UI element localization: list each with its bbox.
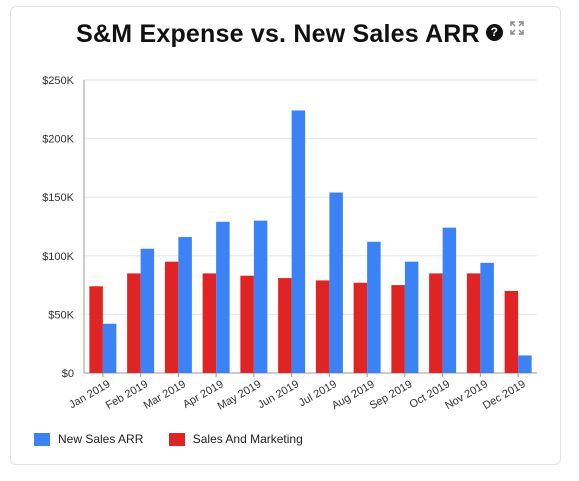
bar-sales-and-marketing [315, 280, 330, 373]
legend-swatch-new-sales-arr [34, 432, 50, 446]
bar-sales-and-marketing [429, 273, 443, 373]
bar-sales-and-marketing [127, 273, 141, 373]
x-tick-label: Mar 2019 [142, 378, 188, 412]
bar-new-sales-arr [216, 221, 230, 373]
help-circle-icon[interactable]: ? [485, 24, 503, 41]
expand-icon[interactable] [509, 20, 525, 36]
y-tick-label: $100K [42, 251, 74, 263]
x-tick-label: Jun 2019 [256, 378, 301, 411]
bar-new-sales-arr [367, 241, 381, 373]
bar-sales-and-marketing [89, 286, 103, 373]
legend-label-new-sales-arr: New Sales ARR [58, 431, 144, 446]
legend-item-sales-and-marketing[interactable]: Sales And Marketing [168, 431, 303, 446]
bar-new-sales-arr [329, 192, 343, 373]
legend: New Sales ARR Sales And Marketing [34, 431, 325, 446]
x-tick-label: Sep 2019 [368, 378, 415, 412]
bar-sales-and-marketing [391, 285, 405, 373]
bar-new-sales-arr [518, 355, 532, 373]
y-tick-label: $0 [62, 368, 74, 380]
legend-swatch-sales-and-marketing [168, 432, 185, 446]
bar-new-sales-arr [102, 323, 117, 373]
bar-new-sales-arr [291, 110, 306, 374]
bar-new-sales-arr [404, 261, 419, 373]
bar-sales-and-marketing [353, 282, 368, 373]
bar-new-sales-arr [253, 220, 268, 373]
chart-card [10, 6, 561, 465]
x-tick-label: Dec 2019 [481, 378, 528, 412]
x-tick-label: May 2019 [216, 378, 264, 413]
bar-new-sales-arr [442, 227, 457, 373]
bar-sales-and-marketing [466, 273, 481, 373]
bar-sales-and-marketing [504, 290, 519, 373]
y-tick-label: $50K [48, 309, 74, 321]
bar-new-sales-arr [140, 248, 155, 373]
y-tick-label: $250K [42, 75, 74, 87]
bar-new-sales-arr [178, 237, 192, 373]
title-row: S&M Expense vs. New Sales ARR? [0, 20, 579, 54]
y-tick-label: $150K [42, 192, 74, 204]
y-tick-label: $200K [42, 134, 74, 146]
x-tick-label: Feb 2019 [104, 378, 150, 412]
legend-label-sales-and-marketing: Sales And Marketing [192, 431, 303, 446]
legend-item-new-sales-arr[interactable]: New Sales ARR [34, 432, 143, 446]
bar-sales-and-marketing [202, 273, 217, 373]
bar-sales-and-marketing [278, 278, 292, 373]
chart-title: S&M Expense vs. New Sales ARR [76, 20, 480, 48]
bar-sales-and-marketing [240, 275, 254, 373]
bar-sales-and-marketing [164, 261, 179, 373]
bar-new-sales-arr [480, 262, 494, 373]
